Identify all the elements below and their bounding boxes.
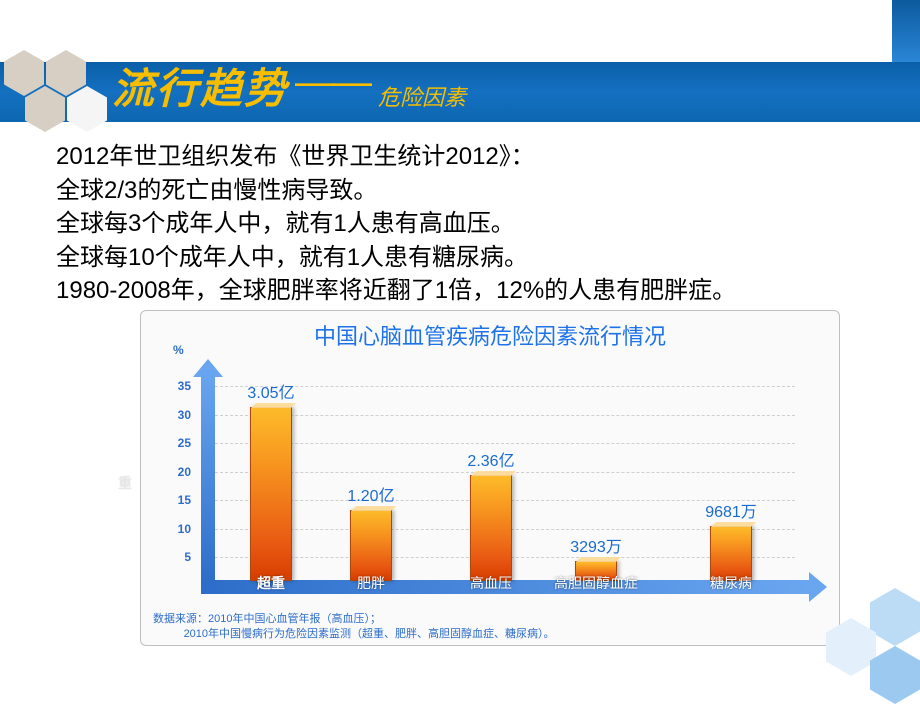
- y-tick: 25: [163, 436, 191, 450]
- page-title-sub: 危险因素: [378, 80, 466, 112]
- source-line: 2010年中国慢病行为危险因素监测（超重、肥胖、高胆固醇血症、糖尿病）。: [184, 628, 555, 640]
- hexagon-cluster-right: [810, 580, 920, 690]
- hexagon-cluster-left: [0, 50, 95, 140]
- y-axis: [201, 367, 215, 587]
- category-label: 高胆固醇血症: [554, 573, 638, 593]
- y-tick: 10: [163, 522, 191, 536]
- bar-value-label: 9681万: [705, 498, 757, 522]
- bar-value-label: 3293万: [570, 533, 622, 557]
- grid-line: [215, 443, 795, 444]
- body-line: 全球每3个成年人中，就有1人患有高血压。: [56, 207, 736, 241]
- source-line: 数据来源：2010年中国心血管年报（高血压）；: [153, 613, 381, 625]
- top-right-accent: [892, 0, 920, 62]
- category-label: 糖尿病: [710, 573, 752, 593]
- y-tick: 5: [163, 550, 191, 564]
- body-line: 2012年世卫组织发布《世界卫生统计2012》：: [56, 140, 736, 174]
- bar-value-label: 2.36亿: [467, 447, 514, 471]
- page-title-dash: ——: [295, 60, 369, 105]
- body-line: 全球2/3的死亡由慢性病导致。: [56, 174, 736, 208]
- body-line: 1980-2008年，全球肥胖率将近翻了1倍，12%的人患有肥胖症。: [56, 274, 736, 308]
- bar-value-label: 1.20亿: [347, 482, 394, 506]
- chart-container: 中国心脑血管疾病危险因素流行情况 % 51015202530353.05亿超重1…: [140, 310, 840, 646]
- body-line: 全球每10个成年人中，就有1人患有糖尿病。: [56, 241, 736, 275]
- y-tick: 35: [163, 379, 191, 393]
- y-tick: 20: [163, 465, 191, 479]
- category-label: 高血压: [470, 573, 512, 593]
- page-title-main: 流行趋势: [112, 55, 288, 116]
- y-tick: 15: [163, 493, 191, 507]
- chart-plot-area: % 51015202530353.05亿超重1.20亿肥胖2.36亿高血压329…: [181, 357, 821, 587]
- grid-line: [215, 386, 795, 387]
- y-axis-unit: %: [173, 343, 184, 357]
- body-text: 2012年世卫组织发布《世界卫生统计2012》： 全球2/3的死亡由慢性病导致。…: [56, 140, 736, 308]
- bar: [350, 510, 392, 581]
- category-label: 超重: [257, 573, 285, 593]
- bar-value-label: 3.05亿: [247, 379, 294, 403]
- bar: [250, 407, 292, 581]
- category-label: 肥胖: [357, 573, 385, 593]
- chart-source: 数据来源：2010年中国心血管年报（高血压）； 2010年中国慢病行为危险因素监…: [153, 612, 555, 641]
- grid-line: [215, 415, 795, 416]
- ghost-watermark: 重: [118, 473, 132, 493]
- y-tick: 30: [163, 408, 191, 422]
- chart-title: 中国心脑血管疾病危险因素流行情况: [141, 311, 839, 351]
- bar: [470, 475, 512, 581]
